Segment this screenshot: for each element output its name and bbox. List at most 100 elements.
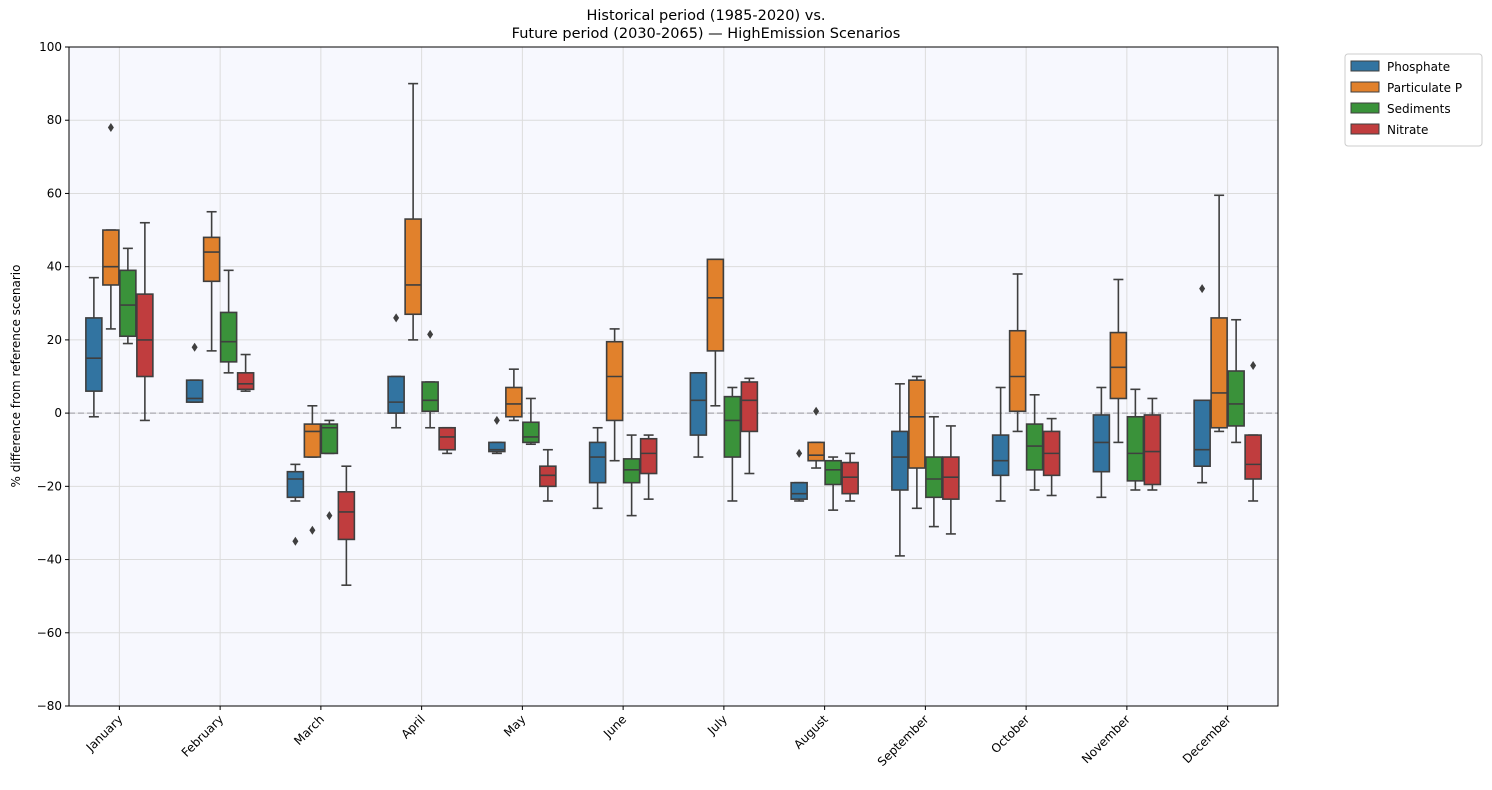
box-phosphate-september <box>891 383 909 557</box>
y-tick-label: 60 <box>47 186 62 200</box>
box-body <box>891 430 909 491</box>
outlier-point <box>191 342 198 352</box>
box-body <box>404 218 422 316</box>
box-body <box>1025 423 1044 471</box>
legend-swatch <box>1350 102 1380 114</box>
outlier-point <box>292 536 299 546</box>
box-nitrate-april <box>438 426 456 455</box>
box-phosphate-july <box>689 372 708 458</box>
y-tick-label: 40 <box>47 260 62 274</box>
box-nitrate-may <box>539 448 557 502</box>
legend-label: Particulate P <box>1387 81 1462 95</box>
plot-background <box>69 47 1278 706</box>
legend-label: Nitrate <box>1387 123 1428 137</box>
box-body <box>588 441 607 484</box>
box-body <box>807 441 825 462</box>
y-tick-label: 80 <box>47 113 62 127</box>
x-tick-label-august: August <box>791 712 831 752</box>
box-sediments-april <box>421 329 439 429</box>
box-particulate-p-march <box>303 404 322 535</box>
box-particulate-p-august <box>807 406 825 469</box>
box-sediments-december <box>1227 318 1245 444</box>
box-sediments-june <box>622 434 641 517</box>
x-tick-label-may: May <box>501 712 528 739</box>
plot-area: −80 −60 −40 −20 0 20 40 60 80 100 January February M… <box>37 40 1279 769</box>
x-tick-label-june: June <box>600 712 629 741</box>
box-body <box>1092 414 1111 473</box>
box-sediments-august <box>824 456 842 511</box>
x-tick-label-december: December <box>1180 712 1234 766</box>
outlier-point <box>393 313 400 323</box>
legend-label: Sediments <box>1387 102 1451 116</box>
outlier-point <box>493 415 500 425</box>
y-tick-label: −60 <box>37 626 62 640</box>
box-phosphate-june <box>588 426 607 510</box>
box-body <box>991 434 1010 477</box>
box-body <box>438 426 456 451</box>
box-phosphate-november <box>1092 386 1111 499</box>
legend-label: Phosphate <box>1387 60 1450 74</box>
box-body <box>1193 399 1211 467</box>
box-body <box>119 269 137 338</box>
box-body <box>689 372 708 436</box>
box-sediments-october <box>1025 394 1044 491</box>
y-axis-label: % difference from reference scenario <box>9 265 23 488</box>
legend-item-phosphate: Phosphate <box>1350 60 1450 74</box>
box-phosphate-february <box>185 342 204 403</box>
box-body <box>1210 317 1228 429</box>
outlier-point <box>1199 284 1206 294</box>
x-tick-label-november: November <box>1079 712 1133 766</box>
box-nitrate-september <box>942 425 960 535</box>
box-body <box>488 441 506 453</box>
box-body <box>605 340 624 422</box>
y-tick-label: −20 <box>37 479 62 493</box>
box-particulate-p-july <box>706 258 725 407</box>
box-body <box>219 311 238 363</box>
y-tick-label: −40 <box>37 553 62 567</box>
box-sediments-january <box>119 247 137 345</box>
box-body <box>1109 331 1128 400</box>
box-nitrate-june <box>639 434 658 500</box>
box-body <box>421 381 439 413</box>
box-body <box>1008 329 1027 413</box>
legend-item-nitrate: Nitrate <box>1350 123 1428 137</box>
plot-frame <box>68 46 1279 707</box>
x-tick-label-september: September <box>875 712 932 769</box>
x-tick-label-february: February <box>179 712 227 760</box>
y-tick-label: 100 <box>39 40 62 54</box>
y-tick-label: −80 <box>37 699 62 713</box>
x-tick-label-january: January <box>83 712 126 755</box>
box-body <box>824 459 842 486</box>
box-nitrate-march <box>337 465 356 586</box>
outlier-point <box>107 123 114 133</box>
legend-swatch <box>1350 123 1380 135</box>
x-tick-label-march: March <box>291 712 327 748</box>
box-body <box>622 458 641 484</box>
box-body <box>303 423 322 458</box>
box-body <box>505 386 523 418</box>
box-particulate-p-april <box>404 82 422 341</box>
box-body <box>942 456 960 500</box>
box-sediments-may <box>522 397 540 446</box>
outlier-point <box>326 511 333 521</box>
box-body <box>337 491 356 541</box>
box-nitrate-july <box>740 377 759 475</box>
outlier-point <box>427 329 434 339</box>
outlier-point <box>813 406 820 416</box>
box-particulate-p-september <box>908 375 926 510</box>
box-body <box>202 236 221 283</box>
box-body <box>387 375 405 414</box>
box-nitrate-october <box>1042 417 1061 497</box>
legend-item-sediments: Sediments <box>1350 102 1451 116</box>
box-nitrate-february <box>236 353 255 392</box>
box-sediments-february <box>219 269 238 374</box>
box-body <box>539 465 557 488</box>
box-body <box>1126 415 1145 482</box>
box-phosphate-october <box>991 386 1010 502</box>
box-body <box>85 317 103 392</box>
box-phosphate-may <box>488 415 506 455</box>
outlier-point <box>1250 361 1257 371</box>
box-body <box>790 481 808 500</box>
x-tick-label-april: April <box>398 712 427 741</box>
box-body <box>1227 370 1245 427</box>
